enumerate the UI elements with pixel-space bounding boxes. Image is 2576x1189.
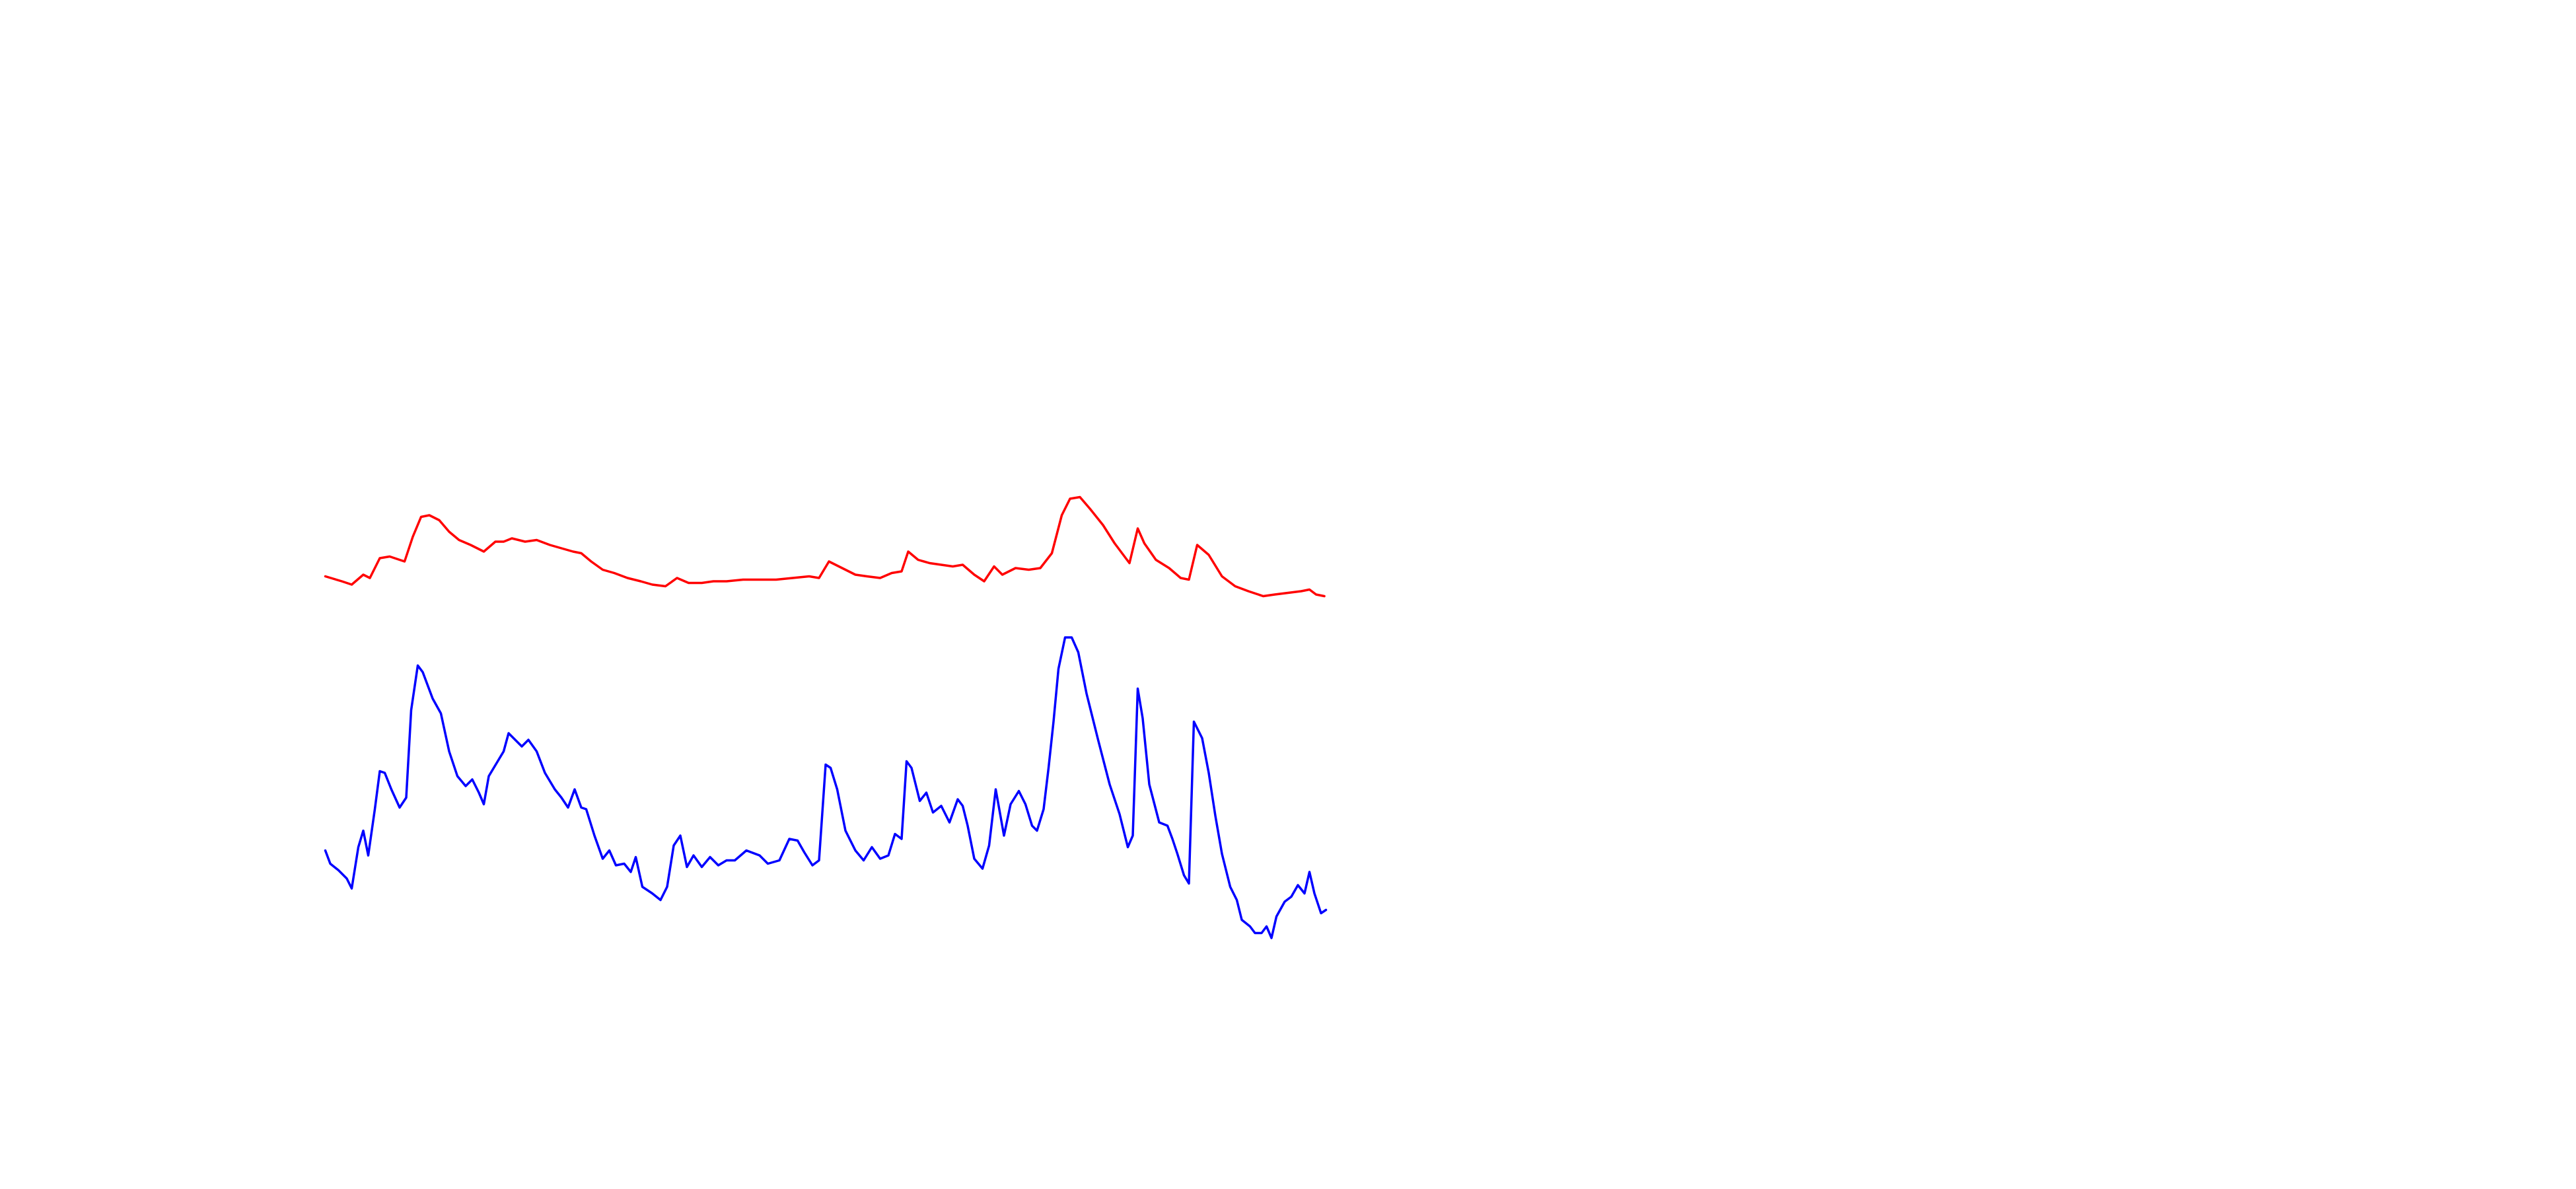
line-series — [324, 636, 1328, 939]
line-series — [324, 495, 1326, 598]
